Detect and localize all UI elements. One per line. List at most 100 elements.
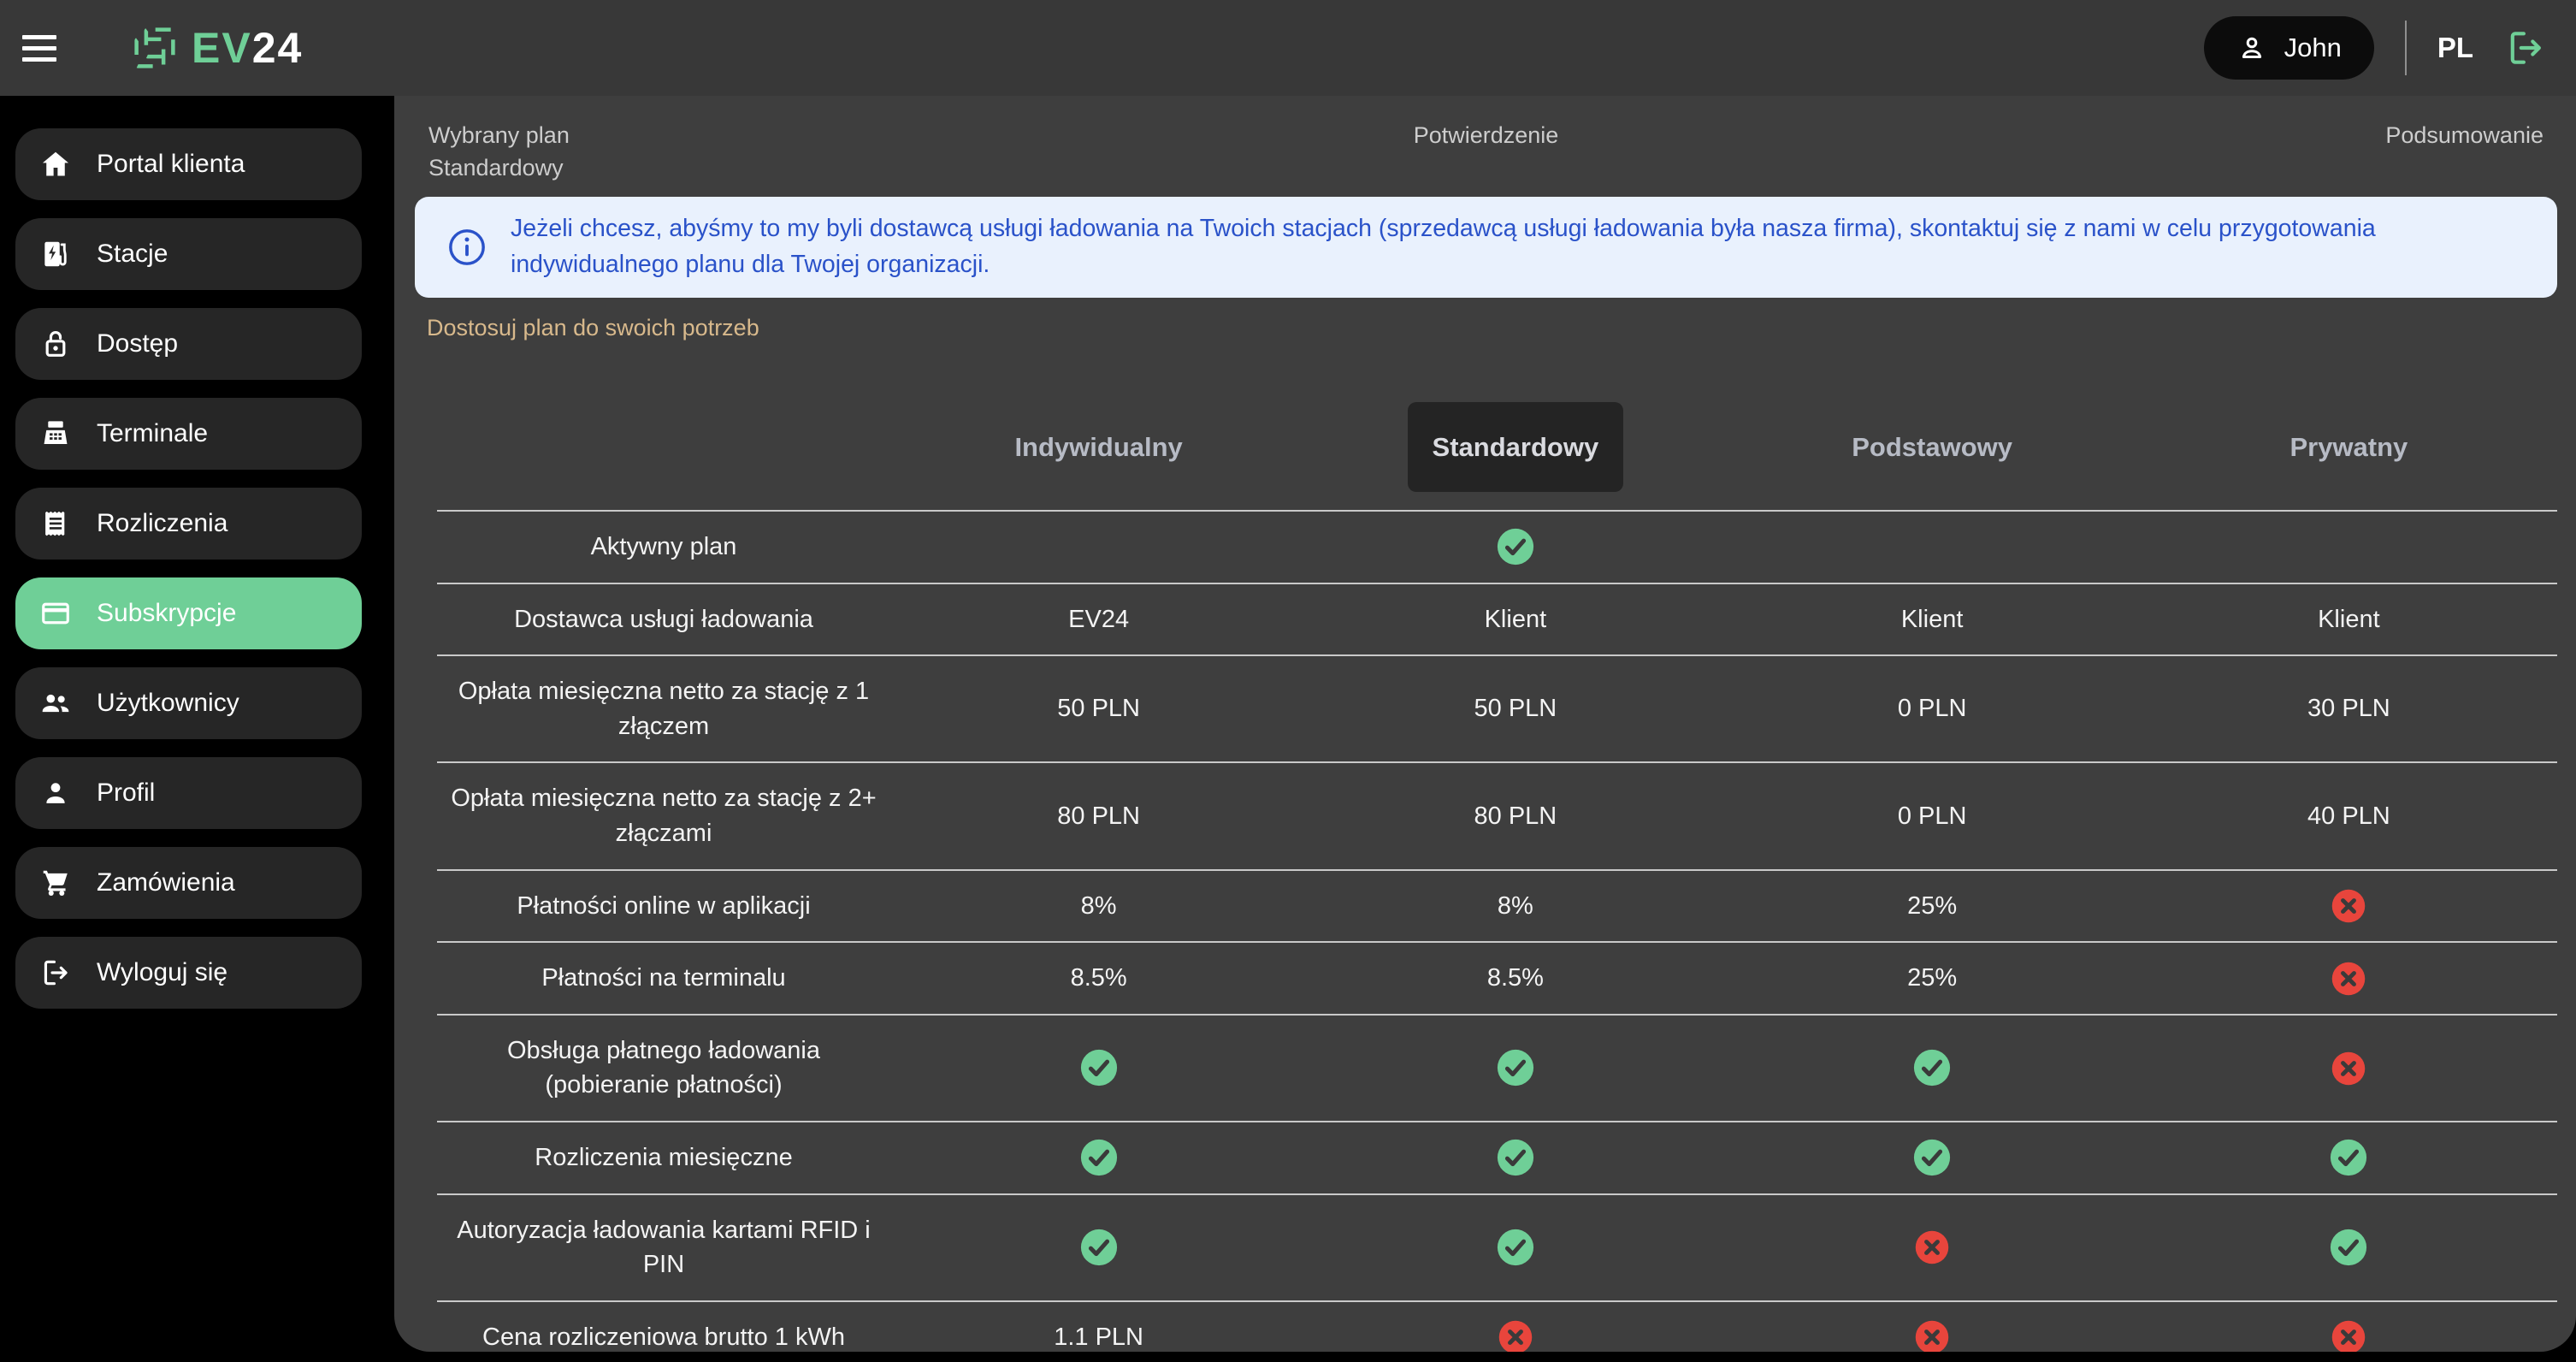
- plan-value: [1307, 1124, 1723, 1191]
- sidebar-item-portal-klienta[interactable]: Portal klienta: [15, 128, 362, 200]
- info-banner: Jeżeli chcesz, abyśmy to my byli dostawc…: [415, 196, 2557, 298]
- row-label: Obsługa płatnego ładowania (pobieranie p…: [507, 1036, 820, 1099]
- plan-value: 30 PLN: [2307, 695, 2390, 723]
- row-label: Płatności na terminalu: [541, 964, 786, 992]
- plans-table-row: Dostawca usługi ładowania EV24 Klient Klien…: [437, 584, 2557, 657]
- plans-table-row: Autoryzacja ładowania kartami RFID i PIN: [437, 1195, 2557, 1302]
- cross-icon: [1914, 1229, 1950, 1265]
- topbar: EV24 John PL: [0, 0, 2576, 96]
- check-icon: [1912, 1138, 1952, 1177]
- stepper: Wybrany plan Standardowy Potwierdzenie P…: [415, 120, 2557, 185]
- plans-table-row: Obsługa płatnego ładowania (pobieranie p…: [437, 1016, 2557, 1122]
- cart-icon: [38, 866, 73, 900]
- logout-icon[interactable]: [2504, 27, 2547, 69]
- person-icon: [38, 776, 73, 810]
- plan-value: 8.5%: [1486, 964, 1544, 992]
- plan-value: EV24: [1068, 605, 1130, 633]
- logout-icon: [38, 956, 73, 990]
- plan-column-indywidualny: Indywidualny: [1014, 431, 1183, 462]
- plan-value: 80 PLN: [1474, 802, 1557, 830]
- stepper-step-confirmation: Potwierdzenie: [1413, 122, 1559, 148]
- plan-value: Klient: [2318, 605, 2380, 633]
- sidebar-item-label: Rozliczenia: [97, 509, 228, 537]
- row-label: Dostawca usługi ładowania: [514, 605, 813, 633]
- sidebar-item-subskrypcje[interactable]: Subskrypcje: [15, 577, 362, 649]
- plans-table-header-row: Indywidualny Standardowy Podstawowy Prywatn…: [437, 384, 2557, 512]
- plan-column-standardowy: Standardowy: [1407, 401, 1623, 492]
- plans-table: Indywidualny Standardowy Podstawowy Prywatn…: [437, 384, 2557, 1352]
- plan-value: [1724, 533, 2141, 560]
- cross-icon: [2331, 888, 2366, 924]
- cross-icon: [1914, 1319, 1950, 1352]
- row-label: Aktywny plan: [590, 532, 737, 560]
- sidebar-item-wyloguj[interactable]: Wyloguj się: [15, 937, 362, 1009]
- sidebar-item-stacje[interactable]: Stacje: [15, 218, 362, 290]
- sidebar-item-label: Stacje: [97, 240, 168, 268]
- check-icon: [1079, 1228, 1119, 1267]
- plan-value: [890, 1034, 1307, 1101]
- sidebar-item-label: Profil: [97, 779, 156, 807]
- plan-value: [2141, 1214, 2557, 1281]
- plan-value: [1307, 513, 1723, 580]
- sidebar-item-rozliczenia[interactable]: Rozliczenia: [15, 488, 362, 560]
- cross-icon: [1498, 1319, 1533, 1352]
- plan-value: [2141, 946, 2557, 1010]
- sidebar-item-label: Dostęp: [97, 329, 179, 358]
- check-icon: [1912, 1048, 1952, 1087]
- home-icon: [38, 147, 73, 181]
- stepper-step-summary: Podsumowanie: [2385, 122, 2544, 148]
- cross-icon: [2331, 1319, 2366, 1352]
- plan-value: Klient: [1900, 605, 1964, 633]
- plan-value: [1307, 1306, 1723, 1352]
- plan-value: 25%: [1907, 891, 1958, 920]
- sidebar-item-label: Użytkownicy: [97, 689, 239, 717]
- plan-value: [890, 1124, 1307, 1191]
- cross-icon: [2331, 961, 2366, 997]
- sidebar-item-label: Zamówienia: [97, 868, 235, 897]
- customize-plan-link[interactable]: Dostosuj plan do swoich potrzeb: [427, 314, 759, 340]
- plan-value: 1.1 PLN: [1054, 1323, 1144, 1351]
- plan-value: [2141, 1306, 2557, 1352]
- topbar-divider: [2404, 21, 2407, 75]
- language-switcher[interactable]: PL: [2437, 32, 2473, 63]
- plan-value: [890, 533, 1307, 560]
- sidebar-item-label: Wyloguj się: [97, 958, 228, 986]
- row-label: Autoryzacja ładowania kartami RFID i PIN: [457, 1216, 871, 1279]
- sidebar-item-uzytkownicy[interactable]: Użytkownicy: [15, 667, 362, 739]
- check-icon: [1079, 1048, 1119, 1087]
- row-label: Opłata miesięczna netto za stację z 2+ z…: [451, 785, 877, 847]
- hamburger-menu-icon[interactable]: [22, 34, 56, 62]
- plans-table-row: Opłata miesięczna netto za stację z 1 zł…: [437, 656, 2557, 764]
- check-icon: [1079, 1138, 1119, 1177]
- user-menu-button[interactable]: John: [2203, 16, 2374, 80]
- plans-table-row: Aktywny plan: [437, 512, 2557, 584]
- plans-table-row: Płatności online w aplikacji 8% 8% 25%: [437, 871, 2557, 944]
- sidebar-item-profil[interactable]: Profil: [15, 757, 362, 829]
- sidebar-item-terminale[interactable]: Terminale: [15, 398, 362, 470]
- row-label: Cena rozliczeniowa brutto 1 kWh: [482, 1323, 845, 1351]
- logo-text: EV24: [192, 24, 304, 72]
- check-icon: [2329, 1138, 2368, 1177]
- sidebar-item-zamowienia[interactable]: Zamówienia: [15, 847, 362, 919]
- plans-table-row: Płatności na terminalu 8.5% 8.5% 25%: [437, 943, 2557, 1016]
- check-icon: [1496, 527, 1535, 566]
- plan-value: [1724, 1306, 2141, 1352]
- info-banner-text: Jeżeli chcesz, abyśmy to my byli dostawc…: [511, 215, 2376, 278]
- pos-terminal-icon: [38, 417, 73, 451]
- plan-value: 8.5%: [1070, 964, 1127, 992]
- check-icon: [1496, 1048, 1535, 1087]
- app-logo: EV24: [132, 23, 303, 73]
- plan-value: [2141, 1124, 2557, 1191]
- plan-value: Klient: [1484, 605, 1547, 633]
- plans-table-row: Opłata miesięczna netto za stację z 2+ z…: [437, 763, 2557, 871]
- cross-icon: [2331, 1051, 2366, 1087]
- credit-card-icon: [38, 596, 73, 631]
- plan-value: 0 PLN: [1897, 802, 1967, 830]
- sidebar-item-dostep[interactable]: Dostęp: [15, 308, 362, 380]
- sidebar-item-label: Portal klienta: [97, 150, 245, 178]
- people-icon: [38, 686, 73, 720]
- plan-value: [1724, 1124, 2141, 1191]
- row-label: Płatności online w aplikacji: [517, 891, 811, 920]
- plan-value: [2141, 1036, 2557, 1099]
- row-label: Opłata miesięczna netto za stację z 1 zł…: [458, 678, 870, 740]
